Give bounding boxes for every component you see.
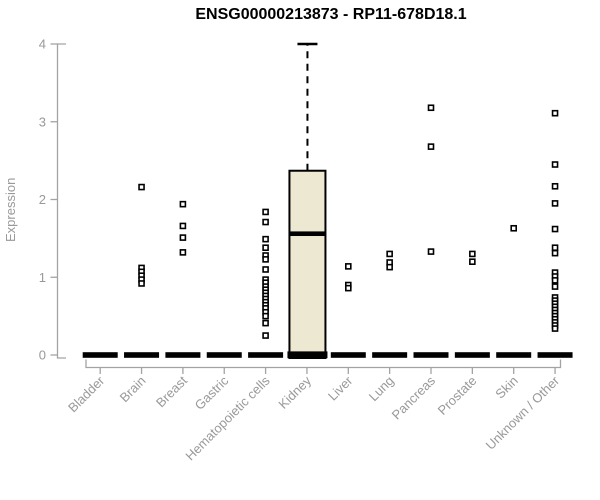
x-axis-tick-label: Skin [492,373,520,401]
collapsed-box [124,352,160,358]
outlier-point [344,263,352,270]
x-axis-tick-label: Pancreas [389,373,439,423]
outlier-point [551,277,559,284]
x-axis-tick-label: Prostate [435,373,480,418]
outlier-point [179,200,187,208]
outlier-point [551,200,559,207]
outlier-point [179,249,187,256]
outlier-point [427,248,435,255]
collapsed-box [454,352,490,358]
y-axis-tick-label: 1 [39,270,46,285]
x-axis-tick-label: Unknown / Other [483,373,563,453]
y-axis-line [56,43,66,359]
outlier-point [551,325,559,332]
chart-title: ENSG00000213873 - RP11-678D18.1 [195,6,467,23]
y-axis-tick-label: 2 [39,192,46,207]
outlier-point [344,284,352,292]
outlier-point [427,143,435,150]
outlier-point [138,280,145,287]
y-axis-tick-label: 4 [39,37,46,52]
outlier-point [551,161,559,168]
collapsed-box [165,352,201,358]
outlier-point [427,104,435,112]
outlier-point [262,256,269,263]
outlier-point [262,319,269,327]
x-axis-tick-label: Liver [325,373,356,404]
x-axis-line [85,359,562,369]
collapsed-box [413,352,449,358]
outlier-point [138,183,145,191]
box [288,169,327,359]
outlier-point [262,218,269,226]
median-line [289,231,326,237]
outlier-point [262,208,269,216]
x-axis-tick-label: Breast [153,373,190,410]
collapsed-box [537,352,573,358]
outlier-point [179,222,187,230]
outlier-point [262,235,269,243]
outlier-point [262,266,269,273]
y-axis-tick-label: 0 [39,348,46,363]
outlier-point [262,312,269,320]
outlier-point [551,283,559,290]
box-foot [287,351,328,359]
collapsed-box [82,352,118,358]
x-axis-tick-label: Gastric [192,373,232,413]
outlier-point [510,224,518,232]
outlier-point [551,225,559,233]
outlier-point [386,250,393,258]
outlier-point [551,109,559,117]
x-axis-tick-label: Bladder [65,373,108,416]
outlier-point [262,332,269,339]
outlier-point [551,249,559,257]
outlier-point [386,263,393,271]
outlier-point [551,244,559,252]
outlier-point [551,182,559,190]
collapsed-box [372,352,408,358]
collapsed-box [496,352,532,358]
collapsed-box [248,352,284,358]
outlier-point [469,258,476,266]
x-axis-tick-label: Brain [117,373,149,405]
x-axis-tick-label: Kidney [275,373,314,412]
outlier-point [262,244,269,252]
outlier-point [469,250,476,258]
x-axis-tick-label: Lung [366,373,397,404]
collapsed-box [330,352,366,358]
y-axis-tick-label: 3 [39,114,46,129]
outlier-point [179,234,187,241]
collapsed-box [206,352,242,358]
